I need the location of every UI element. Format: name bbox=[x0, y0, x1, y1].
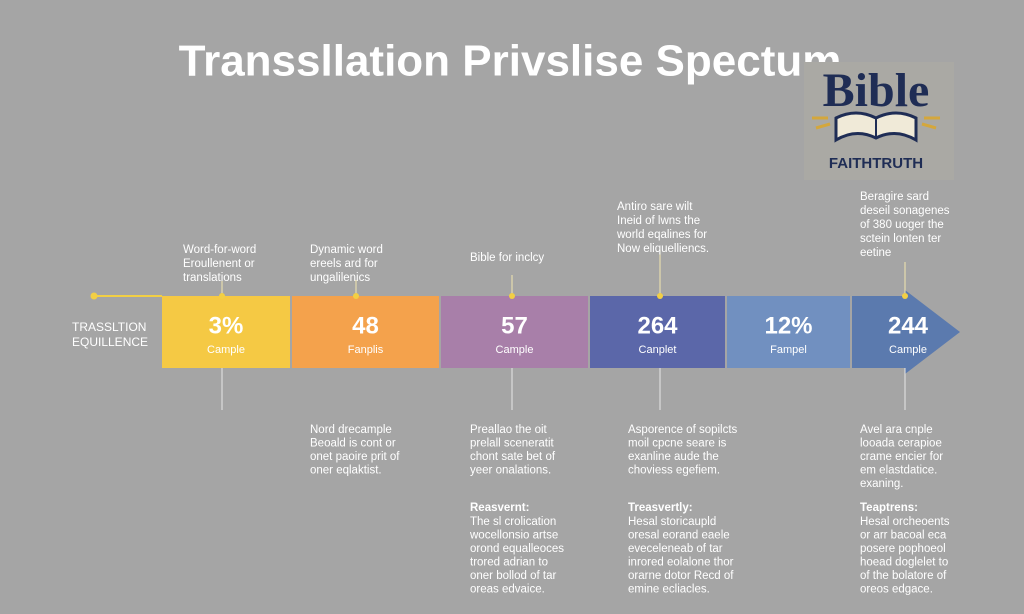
connector-dot bbox=[657, 293, 663, 299]
top-note: eetine bbox=[860, 247, 891, 259]
top-note: Ineid of lwns the bbox=[617, 215, 700, 227]
segment-value: 264 bbox=[637, 312, 678, 339]
segment bbox=[852, 290, 960, 374]
bottom-detail: wocellonsio artse bbox=[469, 530, 558, 542]
bottom-detail: inrored eolalone thor bbox=[628, 557, 734, 569]
segment bbox=[727, 296, 850, 368]
connector-dot bbox=[353, 293, 359, 299]
connector-dot bbox=[902, 293, 908, 299]
top-note: Eroullenent or bbox=[183, 258, 255, 270]
bottom-detail: orarne dotor Recd of bbox=[628, 570, 734, 582]
top-note: of 380 uoger the bbox=[860, 219, 944, 231]
top-note: world eqalines for bbox=[616, 229, 707, 241]
top-note: Bible for inclcy bbox=[470, 252, 544, 264]
top-note: Antiro sare wilt bbox=[617, 201, 693, 213]
bottom-detail: Hesal storicaupld bbox=[628, 516, 716, 528]
segment-value: 48 bbox=[352, 312, 379, 339]
bottom-note: prelall sceneratit bbox=[470, 438, 555, 450]
bottom-detail: Hesal orcheoents bbox=[860, 516, 950, 528]
bottom-note: em elastdatice. bbox=[860, 465, 937, 477]
logo-word: Bible bbox=[823, 64, 930, 117]
title: Transsllation Privslise Spectum bbox=[179, 37, 842, 86]
segment-value: 244 bbox=[888, 312, 929, 339]
top-note: Dynamic word bbox=[310, 244, 383, 256]
top-note: translations bbox=[183, 272, 242, 284]
segment-label: Fanplis bbox=[348, 344, 384, 356]
segment-label: Cample bbox=[207, 344, 245, 356]
bottom-detail: The sl crolication bbox=[470, 516, 556, 528]
bottom-note: moil cpcne seare is bbox=[628, 438, 727, 450]
segment-value: 3% bbox=[209, 312, 244, 339]
bottom-note: yeer onalations. bbox=[470, 465, 551, 477]
bottom-note: Beoald is cont or bbox=[310, 438, 396, 450]
segment-label: Canplet bbox=[639, 344, 677, 356]
bottom-detail: oreos edgace. bbox=[860, 584, 933, 596]
top-note: deseil sonagenes bbox=[860, 205, 950, 217]
top-note: Now eliquelliencs. bbox=[617, 243, 709, 255]
bottom-note: crame encier for bbox=[860, 451, 943, 463]
bottom-note: choviess egefiem. bbox=[628, 465, 720, 477]
top-note: Word-for-word bbox=[183, 244, 256, 256]
segment bbox=[590, 296, 725, 368]
bottom-note: onet paoire prit of bbox=[310, 451, 400, 463]
bottom-detail: of the bolatore of bbox=[860, 570, 947, 582]
segment-label: Cample bbox=[889, 344, 927, 356]
segment-label: Fampel bbox=[770, 344, 807, 356]
top-note: ungalilenics bbox=[310, 272, 370, 284]
bottom-heading: Treasvertly: bbox=[628, 502, 693, 514]
top-note: ereels ard for bbox=[310, 258, 378, 270]
bottom-detail: orond equalleoces bbox=[470, 543, 564, 555]
bottom-detail: oresal eorand eaele bbox=[628, 530, 730, 542]
bottom-note: Nord drecample bbox=[310, 424, 392, 436]
bottom-note: exanline aude the bbox=[628, 451, 719, 463]
top-note: Beragire sard bbox=[860, 191, 929, 203]
segment-label: Cample bbox=[496, 344, 534, 356]
connector-dot bbox=[219, 293, 225, 299]
bottom-note: exaning. bbox=[860, 478, 903, 490]
wheat bbox=[812, 116, 940, 130]
segment-value: 12% bbox=[764, 312, 812, 339]
bottom-detail: eveceleneab of tar bbox=[628, 543, 723, 555]
bottom-detail: or arr bacoal eca bbox=[860, 530, 947, 542]
bottom-heading: Reasvernt: bbox=[470, 502, 529, 514]
bottom-detail: trored adrian to bbox=[470, 557, 548, 569]
segment-value: 57 bbox=[501, 312, 528, 339]
lead-dot bbox=[90, 292, 98, 300]
bottom-heading: Teaptrens: bbox=[860, 502, 918, 514]
bottom-note: Avel ara cnple bbox=[860, 424, 933, 436]
segment bbox=[441, 296, 588, 368]
bottom-note: oner eqlaktist. bbox=[310, 465, 382, 477]
bottom-note: Preallao the oit bbox=[470, 424, 548, 436]
top-note: sctein lonten ter bbox=[860, 233, 941, 245]
segment bbox=[292, 296, 439, 368]
bottom-detail: oner bollod of tar bbox=[470, 570, 556, 582]
bottom-note: Asporence of sopilcts bbox=[628, 424, 738, 436]
bottom-detail: emine ecliacles. bbox=[628, 584, 710, 596]
axis-label: EQUILLENCE bbox=[72, 335, 148, 349]
bottom-detail: posere pophoeol bbox=[860, 543, 946, 555]
bottom-note: looada cerapioe bbox=[860, 438, 942, 450]
logo: Bible FAITHTRUTH bbox=[804, 62, 954, 180]
connector-dot bbox=[509, 293, 515, 299]
bottom-detail: hoead doglelet to bbox=[860, 557, 948, 569]
axis-label: TRASSLTION bbox=[72, 320, 146, 334]
bottom-detail: oreas edvaice. bbox=[470, 584, 545, 596]
logo-tagline: FAITHTRUTH bbox=[829, 155, 923, 172]
segment bbox=[162, 296, 290, 368]
bottom-note: chont sate bet of bbox=[470, 451, 556, 463]
